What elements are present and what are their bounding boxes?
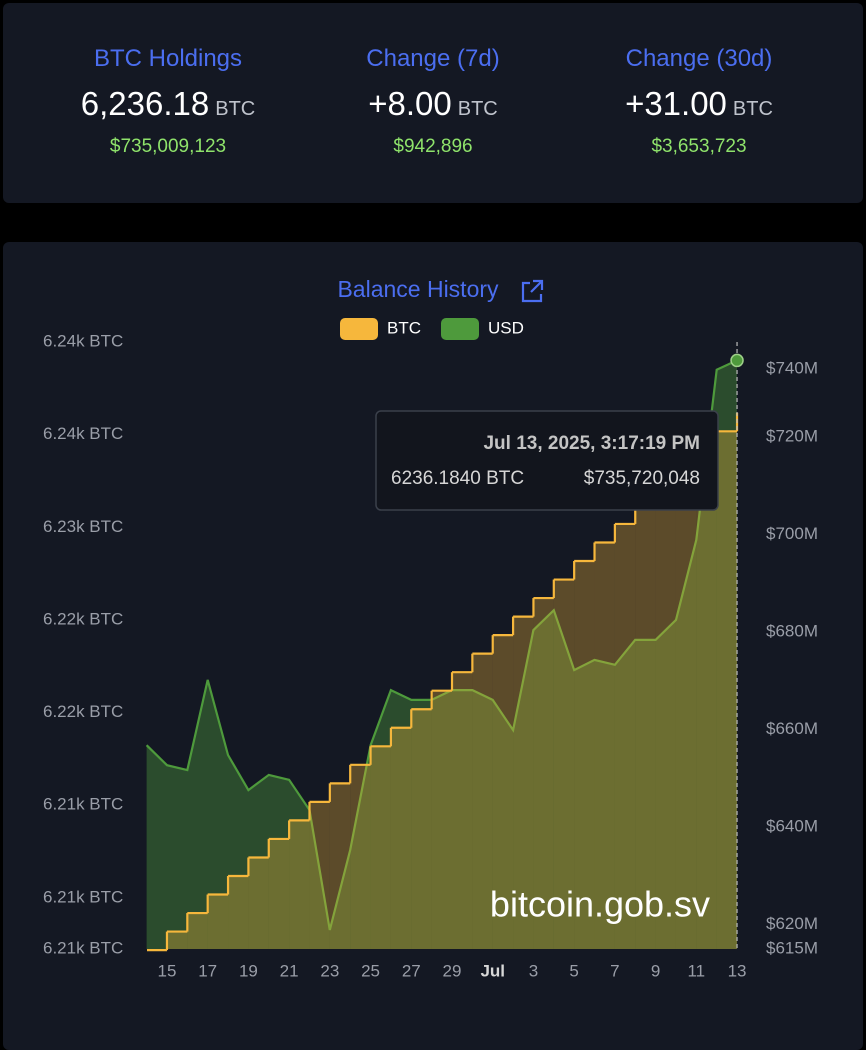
x-tick-label: 9 xyxy=(651,961,660,980)
stat-value: 6,236.18 BTC xyxy=(25,85,311,123)
btc-area-step xyxy=(390,727,412,949)
btc-area-step xyxy=(553,579,575,949)
btc-area-step xyxy=(614,523,636,949)
chart-card xyxy=(3,242,863,1050)
stat-label: BTC Holdings xyxy=(93,45,243,72)
btc-area-step xyxy=(594,542,615,949)
stat-unit: BTC xyxy=(732,98,773,120)
y2-tick-label: $720M xyxy=(766,427,818,446)
btc-area-step xyxy=(166,931,188,949)
usd-area xyxy=(146,360,738,949)
x-tick-label: 13 xyxy=(728,961,747,980)
btc-area-step xyxy=(431,690,452,949)
x-tick-label: 25 xyxy=(361,961,380,980)
btc-area-step xyxy=(309,801,330,949)
btc-area-step xyxy=(370,746,391,949)
stats-card: BTC Holdings 6,236.18 BTC $735,009,123 Ch… xyxy=(3,3,863,203)
btc-area-step xyxy=(268,838,290,949)
y2-tick-label: $640M xyxy=(766,817,818,836)
stat-usd: $3,653,723 xyxy=(651,136,747,157)
btc-area-step xyxy=(635,505,656,949)
legend-swatch xyxy=(340,318,378,340)
x-tick-label: 21 xyxy=(280,961,299,980)
btc-area-step xyxy=(329,783,351,949)
stat-value: +31.00 BTC xyxy=(556,85,842,123)
x-tick-label: 7 xyxy=(610,961,619,980)
legend-label: BTC xyxy=(387,318,421,337)
x-tick-label: 3 xyxy=(529,961,538,980)
chart-title[interactable]: Balance History xyxy=(337,276,499,302)
legend-label: USD xyxy=(488,318,524,337)
hover-point xyxy=(730,353,744,368)
btc-area-step xyxy=(492,635,514,949)
tooltip-usd: $735,720,048 xyxy=(584,468,700,489)
x-tick-label: 29 xyxy=(443,961,462,980)
x-tick-label: 23 xyxy=(320,961,339,980)
btc-area-step xyxy=(472,653,493,949)
x-tick-label: 11 xyxy=(687,961,705,980)
legend-swatch xyxy=(441,318,479,340)
btc-area-step xyxy=(716,431,738,949)
stat-unit: BTC xyxy=(457,98,498,120)
stat-number: 6,236.18 xyxy=(80,85,210,122)
y2-tick-label: $620M xyxy=(766,914,818,933)
y-tick-label: 6.24k BTC xyxy=(43,424,123,443)
stat-unit: BTC xyxy=(215,98,256,120)
tooltip-box xyxy=(375,410,719,511)
y2-tick-label: $680M xyxy=(766,622,818,641)
stat-value: +8.00 BTC xyxy=(290,85,576,123)
btc-area-step xyxy=(248,857,269,949)
btc-area-step xyxy=(350,764,371,949)
y-tick-label: 6.23k BTC xyxy=(43,517,123,536)
x-tick-label: 5 xyxy=(569,961,578,980)
btc-area-step xyxy=(207,894,229,949)
btc-area-step xyxy=(452,672,473,949)
x-tick-label: 17 xyxy=(198,961,217,980)
tooltip-date: Jul 13, 2025, 3:17:19 PM xyxy=(483,433,700,454)
tooltip-btc: 6236.1840 BTC xyxy=(391,468,524,489)
y-tick-label: 6.21k BTC xyxy=(43,887,123,906)
usd-line xyxy=(145,359,738,931)
stat-usd: $735,009,123 xyxy=(109,136,227,157)
x-tick-label: 19 xyxy=(239,961,258,980)
btc-area-step xyxy=(187,913,208,949)
btc-area-step xyxy=(411,709,432,949)
x-tick-label: Jul xyxy=(480,961,505,980)
y-tick-label: 6.21k BTC xyxy=(43,795,123,814)
btc-area-step xyxy=(675,468,697,949)
stat-label: Change (30d) xyxy=(625,45,773,72)
y2-tick-label: $660M xyxy=(766,719,818,738)
btc-area-step xyxy=(696,449,717,949)
btc-area-step xyxy=(228,875,249,949)
btc-area-step xyxy=(289,820,310,949)
btc-area-step xyxy=(655,486,676,949)
stat-usd: $942,896 xyxy=(393,136,473,157)
x-tick-label: 15 xyxy=(157,961,176,980)
watermark: bitcoin.gob.sv xyxy=(490,884,710,925)
btc-area-step xyxy=(513,616,534,949)
stat-label: Change (7d) xyxy=(366,45,500,72)
btc-area-step xyxy=(533,598,554,949)
y2-tick-label: $700M xyxy=(766,524,818,543)
external-link-icon[interactable] xyxy=(521,279,544,303)
y-tick-label: 6.21k BTC xyxy=(43,938,123,957)
x-tick-label: 27 xyxy=(402,961,421,980)
y-tick-label: 6.24k BTC xyxy=(43,331,123,350)
btc-area-step xyxy=(574,561,595,949)
y2-tick-label: $615M xyxy=(766,938,818,957)
stat-number: +31.00 xyxy=(625,85,727,122)
y-tick-label: 6.22k BTC xyxy=(43,609,123,628)
y-tick-label: 6.22k BTC xyxy=(43,702,123,721)
stat-number: +8.00 xyxy=(368,85,452,122)
y2-tick-label: $740M xyxy=(766,358,818,377)
